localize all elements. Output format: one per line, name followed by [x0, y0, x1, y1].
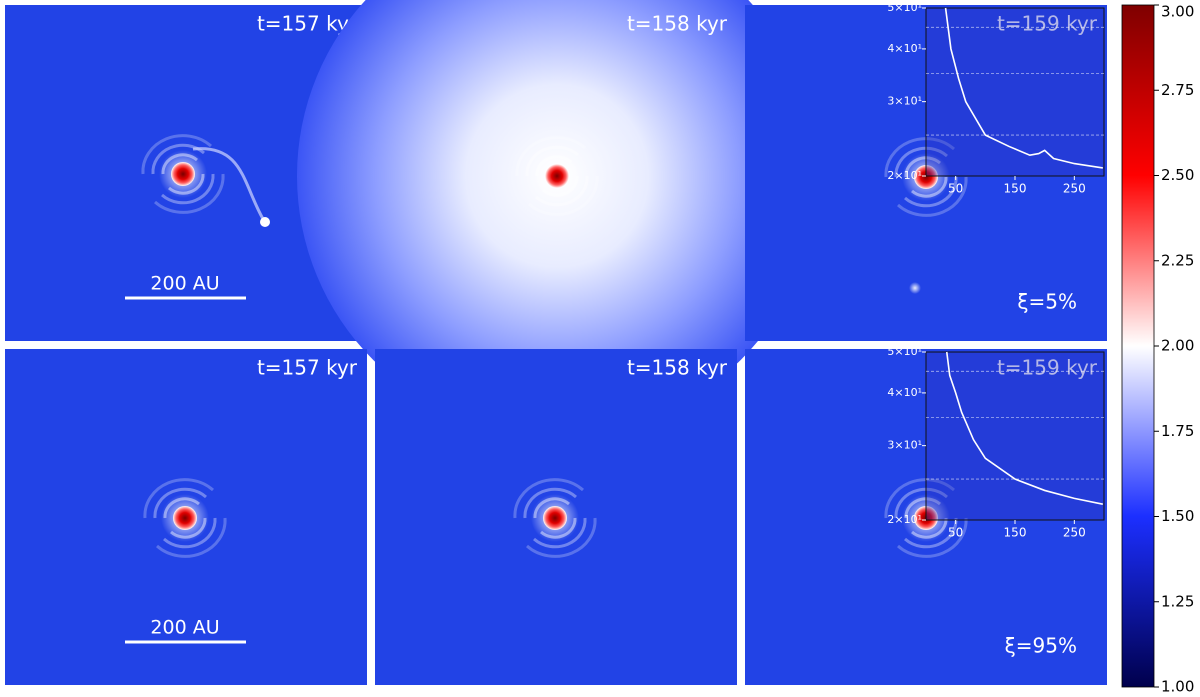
spiral-arm — [523, 487, 577, 519]
spiral-arm — [156, 517, 227, 558]
profile-line — [945, 351, 1103, 505]
y-tick-label: 3×10¹ — [887, 439, 922, 452]
x-tick-label: 150 — [1004, 526, 1027, 540]
clump — [260, 217, 270, 227]
star — [545, 164, 569, 188]
time-label: t=159 kyr — [997, 356, 1098, 380]
colorbar-tick-label: 2.25 — [1161, 251, 1194, 269]
y-tick-label: 5×10¹ — [887, 345, 922, 358]
colorbar-tick-label: 2.75 — [1161, 81, 1194, 99]
x-tick-label: 150 — [1004, 182, 1027, 196]
scale-bar-label: 200 AU — [150, 617, 219, 639]
clump — [909, 282, 921, 294]
glow — [297, 0, 817, 436]
panel: t=159 kyr ξ=95% 2×10¹ 3×10¹ 4×10¹ 5×10¹ 50 150 2… — [745, 345, 1107, 685]
y-tick-label: 2×10¹ — [887, 169, 922, 182]
scale-bar-label: 200 AU — [150, 273, 219, 295]
y-tick-label: 3×10¹ — [887, 95, 922, 108]
spiral-arm — [904, 176, 958, 208]
spiral-arm — [161, 173, 215, 205]
colorbar-tick-label: 1.00 — [1161, 678, 1194, 696]
profile-line — [944, 7, 1103, 169]
spiral-arm — [154, 173, 225, 214]
spiral-arm — [153, 487, 207, 519]
panel: t=159 kyr ξ=5% 2×10¹ 3×10¹ 4×10¹ 5×10¹ 50 150 25… — [745, 1, 1107, 341]
spiral-arm — [897, 176, 968, 217]
spiral-arm — [535, 175, 589, 207]
filament — [192, 147, 265, 220]
inset-background — [925, 351, 1105, 521]
spiral-arm — [894, 487, 948, 519]
xi-label: ξ=95% — [1005, 634, 1077, 658]
colorbar-tick-label: 1.25 — [1161, 592, 1194, 610]
spiral-arm — [526, 517, 597, 558]
colorbar-tick-label: 2.50 — [1161, 166, 1194, 184]
x-tick-label: 50 — [948, 526, 963, 540]
colorbar-tick-label: 3.00 — [1161, 3, 1194, 21]
panel: t=157 kyr 200 AU — [5, 349, 367, 685]
colorbar-tick-label: 2.00 — [1161, 337, 1194, 355]
panel: t=158 kyr — [375, 349, 737, 685]
spiral-arm — [904, 517, 958, 549]
star — [173, 506, 197, 530]
time-label: t=159 kyr — [997, 12, 1098, 36]
star — [543, 506, 567, 530]
y-tick-label: 5×10¹ — [887, 1, 922, 14]
panel: t=158 kyr — [297, 0, 817, 436]
spiral-arm — [897, 517, 968, 558]
spiral-arm — [163, 517, 217, 549]
x-tick-label: 250 — [1063, 526, 1086, 540]
spiral-arm — [141, 134, 212, 175]
y-tick-label: 2×10¹ — [887, 513, 922, 526]
colorbar — [1121, 4, 1155, 688]
spiral-arm — [894, 146, 948, 178]
spiral-arm — [513, 478, 584, 519]
star — [914, 165, 938, 189]
y-tick-label: 4×10¹ — [887, 386, 922, 399]
x-tick-label: 250 — [1063, 182, 1086, 196]
time-label: t=157 kyr — [257, 356, 358, 380]
spiral-arm — [884, 478, 955, 519]
spiral-arm — [143, 478, 214, 519]
spiral-arm — [528, 175, 599, 216]
xi-label: ξ=5% — [1017, 290, 1077, 314]
y-tick-label: 4×10¹ — [887, 42, 922, 55]
spiral-arm — [525, 145, 579, 177]
spiral-arm — [515, 136, 586, 177]
spiral-arm — [884, 137, 955, 178]
time-label: t=158 kyr — [627, 356, 728, 380]
star — [171, 162, 195, 186]
inset-background — [925, 7, 1105, 177]
colorbar-tick-label: 1.50 — [1161, 507, 1194, 525]
time-label: t=158 kyr — [627, 12, 728, 36]
colorbar-tick-label: 1.75 — [1161, 422, 1194, 440]
spiral-arm — [533, 517, 587, 549]
x-tick-label: 50 — [948, 182, 963, 196]
